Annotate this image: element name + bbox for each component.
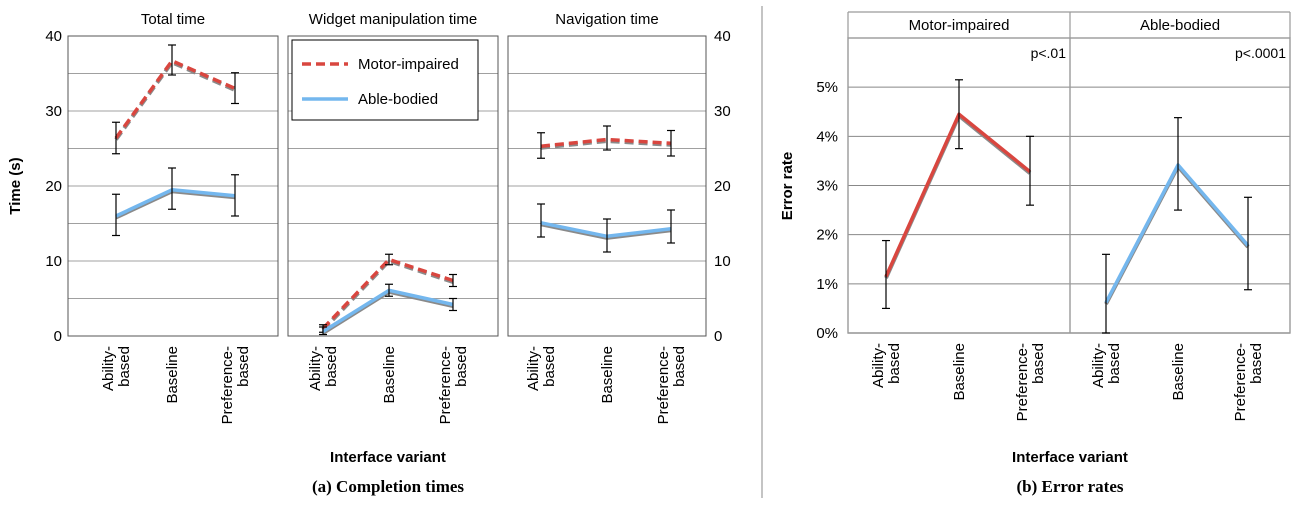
x-tick-label: based: [323, 346, 340, 387]
x-tick-label: Baseline: [381, 346, 398, 404]
panel-title: Navigation time: [555, 11, 658, 28]
x-tick-label: Baseline: [599, 346, 616, 404]
y-tick-label: 4%: [816, 128, 838, 145]
x-tick-label: Ability-: [870, 343, 887, 388]
significance-annotation: p<.01: [1031, 45, 1067, 61]
y-tick-label: 20: [45, 178, 62, 195]
series-shadow: [321, 289, 454, 335]
figure-caption-b: (b) Error rates: [1016, 477, 1123, 496]
x-tick-label: Preference-: [437, 346, 454, 424]
series-line-motor-impaired: [321, 257, 454, 330]
y-tick-label: 30: [714, 103, 731, 120]
figure-caption-a: (a) Completion times: [312, 477, 464, 496]
x-tick-label: Ability-: [100, 346, 117, 391]
x-tick-label: based: [886, 343, 903, 384]
y-tick-label: 5%: [816, 79, 838, 96]
x-tick-label: Ability-: [1090, 343, 1107, 388]
y-tick-label: 40: [714, 28, 731, 45]
y-tick-label: 10: [714, 253, 731, 270]
y-tick-label: 1%: [816, 276, 838, 293]
y-tick-label: 0%: [816, 325, 838, 342]
panel-title: Widget manipulation time: [309, 11, 477, 28]
legend-label: Able-bodied: [358, 91, 438, 108]
x-tick-label: Preference-: [219, 346, 236, 424]
panel-title: Total time: [141, 11, 205, 28]
x-tick-label: based: [453, 346, 470, 387]
y-tick-label: 10: [45, 253, 62, 270]
x-tick-label: Baseline: [951, 343, 968, 401]
series-line-able-bodied: [115, 188, 236, 218]
x-tick-label: based: [1030, 343, 1047, 384]
y-tick-label: 3%: [816, 178, 838, 195]
x-tick-label: based: [671, 346, 688, 387]
series-line-motor-impaired: [114, 59, 236, 140]
y-axis-title: Error rate: [779, 152, 796, 220]
significance-annotation: p<.0001: [1235, 45, 1286, 61]
x-axis-title: Interface variant: [330, 449, 446, 466]
x-tick-label: based: [541, 346, 558, 387]
panel-frame: [847, 37, 1291, 334]
x-tick-label: Baseline: [164, 346, 181, 404]
y-tick-label: 0: [714, 328, 722, 345]
y-tick-label: 20: [714, 178, 731, 195]
panel-frame: [67, 35, 279, 337]
series-line-motor-impaired: [884, 112, 1032, 278]
x-tick-label: Ability-: [525, 346, 542, 391]
x-tick-label: based: [116, 346, 133, 387]
y-tick-label: 2%: [816, 227, 838, 244]
panel-title: Motor-impaired: [909, 17, 1010, 34]
x-tick-label: Preference-: [655, 346, 672, 424]
x-tick-label: based: [235, 346, 252, 387]
series-shadow: [884, 112, 1032, 279]
x-tick-label: Preference-: [1014, 343, 1031, 421]
y-tick-label: 0: [54, 328, 62, 345]
legend-box: [291, 39, 479, 121]
y-tick-label: 30: [45, 103, 62, 120]
x-tick-label: Ability-: [307, 346, 324, 391]
x-axis-title: Interface variant: [1012, 449, 1128, 466]
y-axis-title: Time (s): [7, 157, 24, 214]
x-tick-label: Baseline: [1170, 343, 1187, 401]
panel-frame: [507, 35, 707, 337]
legend-label: Motor-impaired: [358, 56, 459, 73]
x-tick-label: Preference-: [1232, 343, 1249, 421]
y-tick-label: 40: [45, 28, 62, 45]
panel-frame: [287, 35, 499, 337]
series-line-motor-impaired: [540, 137, 672, 148]
x-tick-label: based: [1106, 343, 1123, 384]
x-tick-label: based: [1248, 343, 1265, 384]
panel-title: Able-bodied: [1140, 17, 1220, 34]
